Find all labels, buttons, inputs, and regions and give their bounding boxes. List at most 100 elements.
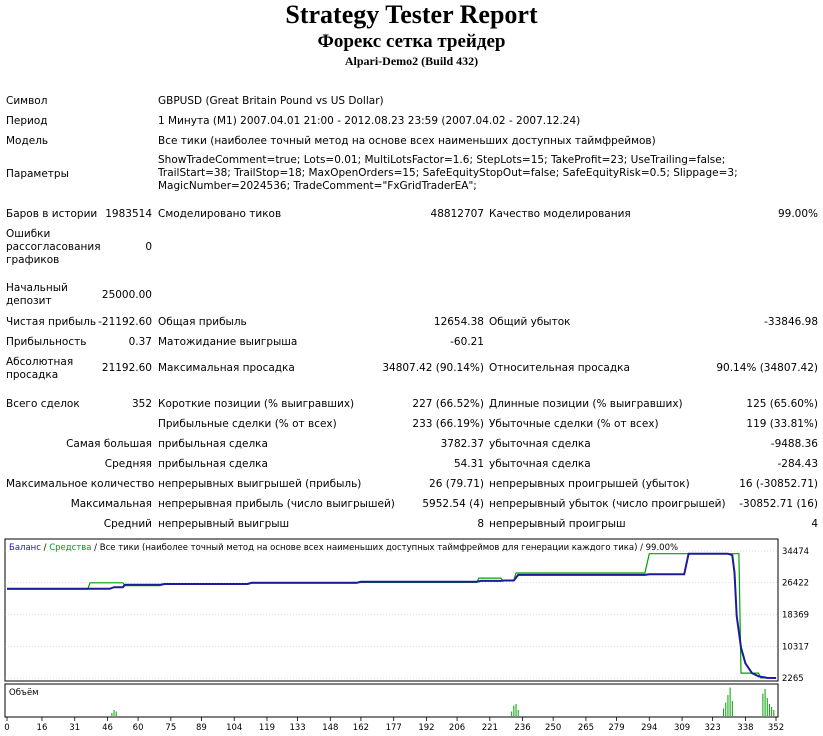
expert-name: Форекс сетка трейдер (317, 31, 506, 52)
x-tick-label: 192 (418, 723, 434, 733)
x-tick-label: 16 (37, 723, 48, 733)
net-label: Чистая прибыль (6, 316, 97, 328)
maximal-loss-value: -30852.71 (16) (739, 498, 818, 510)
total-trades-label: Всего сделок (6, 398, 80, 410)
volume-bars (111, 687, 775, 716)
ticks-value: 48812707 (430, 208, 484, 220)
bars-label: Баров в истории (6, 208, 98, 220)
x-tick-label: 338 (737, 723, 753, 733)
x-tick-label: 133 (289, 723, 305, 733)
x-tick-label: 236 (514, 723, 530, 733)
y-tick-label: 10317 (782, 642, 809, 652)
largest-loss-value: -9488.36 (770, 438, 818, 450)
report-title: Strategy Tester Report (285, 0, 538, 29)
x-tick-label: 265 (578, 723, 594, 733)
rel-drawdown-label: Относительная просадка (489, 362, 630, 374)
short-positions-value: 227 (66.52%) (412, 398, 484, 410)
maximal-loss-label: непрерывный убыток (число проигрышей) (489, 498, 726, 510)
avg-consecutive-label: Средний (103, 518, 152, 530)
y-tick-label: 26422 (782, 579, 809, 589)
avg-consecutive-losses-label: непрерывный проигрыш (489, 518, 626, 530)
x-tick-label: 46 (102, 723, 113, 733)
long-positions-label: Длинные позиции (% выигравших) (489, 398, 683, 410)
y-tick-label: 18369 (782, 611, 809, 621)
maximal-profit-label: непрерывная прибыль (число выигрышей) (158, 498, 395, 510)
loss-trades-value: 119 (33.81%) (746, 418, 818, 430)
short-positions-label: Короткие позиции (% выигравших) (158, 398, 355, 410)
average-label: Средняя (104, 458, 152, 470)
profit-trades-value: 233 (66.19%) (412, 418, 484, 430)
params-label: Параметры (6, 168, 69, 180)
max-consecutive-losses-value: 16 (-30852.71) (739, 478, 818, 490)
legend-rest: / Все тики (наиболее точный метод на осн… (91, 543, 678, 553)
volume-panel-frame (4, 683, 779, 718)
largest-label: Самая большая (66, 438, 152, 450)
x-tick-label: 309 (674, 723, 690, 733)
profit-trades-label: Прибыльные сделки (% от всех) (158, 418, 337, 430)
abs-drawdown-label: Абсолютная просадка (6, 356, 74, 381)
ticks-label: Смоделировано тиков (158, 208, 282, 220)
max-consecutive-losses-label: непрерывных проигрышей (убыток) (489, 478, 690, 490)
x-tick-label: 31 (69, 723, 80, 733)
avg-consecutive-losses-value: 4 (811, 518, 818, 530)
loss-trades-label: Убыточные сделки (% от всех) (489, 418, 659, 430)
balance-line (7, 552, 777, 679)
largest-profit-value: 3782.37 (440, 438, 484, 450)
chart-lines (7, 552, 777, 679)
average-profit-label: прибыльная сделка (158, 458, 268, 470)
period-value: 1 Минута (M1) 2007.04.01 21:00 - 2012.08… (158, 115, 581, 127)
y-tick-label: 2265 (782, 674, 804, 684)
total-trades-value: 352 (131, 398, 152, 410)
x-tick-label: 89 (196, 723, 207, 733)
x-tick-label: 75 (165, 723, 176, 733)
average-profit-value: 54.31 (453, 458, 484, 470)
x-tick-label: 250 (545, 723, 561, 733)
long-positions-value: 125 (65.60%) (746, 398, 818, 410)
params-value: ShowTradeComment=true; Lots=0.01; MultiL… (158, 154, 738, 192)
model-value: Все тики (наиболее точный метод на основ… (158, 135, 656, 147)
max-consecutive-wins-label: непрерывных выигрышей (прибыль) (158, 478, 362, 490)
errors-value: 0 (145, 241, 152, 253)
y-axis-labels: 34474 26422 18369 10317 2265 (782, 547, 809, 684)
legend-balance: Баланс (9, 543, 41, 553)
profit-factor-value: 0.37 (128, 336, 152, 348)
average-loss-value: -284.43 (777, 458, 818, 470)
volume-label: Объём (9, 688, 39, 698)
rel-drawdown-value: 90.14% (34807.42) (716, 362, 818, 374)
x-tick-label: 221 (482, 723, 498, 733)
quality-value: 99.00% (777, 208, 818, 220)
y-tick-label: 34474 (782, 547, 809, 557)
avg-consecutive-wins-value: 8 (477, 518, 484, 530)
deposit-label: Начальный депозит (6, 282, 68, 307)
gross-loss-value: -33846.98 (764, 316, 818, 328)
max-drawdown-value: 34807.42 (90.14%) (382, 362, 484, 374)
x-tick-label: 162 (353, 723, 369, 733)
gross-loss-label: Общий убыток (489, 316, 571, 328)
expected-payoff-value: -60.21 (450, 336, 484, 348)
abs-drawdown-value: 21192.60 (101, 362, 152, 374)
x-tick-label: 323 (705, 723, 721, 733)
x-tick-label: 104 (226, 723, 242, 733)
balance-chart: Баланс / Средства / Все тики (наиболее т… (4, 538, 809, 733)
max-consecutive-label: Максимальное количество (6, 478, 155, 490)
x-tick-label: 119 (259, 723, 275, 733)
expected-payoff-label: Матожидание выигрыша (158, 336, 298, 348)
x-tick-label: 279 (608, 723, 624, 733)
quality-label: Качество моделирования (489, 208, 631, 220)
x-axis-labels: 0 16 31 46 60 75 89 104 119 133 148 162 177 192 206 221… (4, 717, 784, 733)
largest-profit-label: прибыльная сделка (158, 438, 268, 450)
chart-legend: Баланс / Средства / Все тики (наиболее т… (9, 543, 678, 553)
price-panel-frame (4, 538, 779, 682)
maximal-label: Максимальная (70, 498, 152, 510)
x-tick-label: 177 (386, 723, 402, 733)
profit-factor-label: Прибыльность (6, 336, 87, 348)
max-consecutive-wins-value: 26 (79.71) (429, 478, 484, 490)
avg-consecutive-wins-label: непрерывный выигрыш (158, 518, 290, 530)
net-value: -21192.60 (98, 316, 152, 328)
deposit-value: 25000.00 (101, 289, 152, 301)
legend-equity: Средства (49, 543, 91, 553)
maximal-profit-value: 5952.54 (4) (422, 498, 484, 510)
x-tick-label: 148 (322, 723, 338, 733)
gross-profit-label: Общая прибыль (158, 316, 247, 328)
x-tick-label: 60 (133, 723, 144, 733)
